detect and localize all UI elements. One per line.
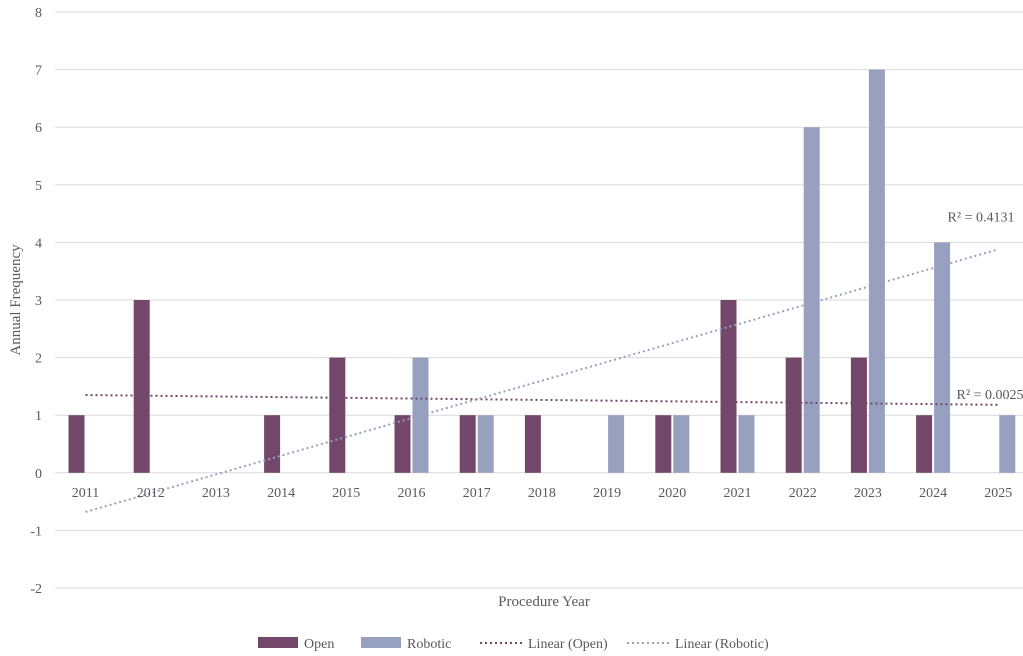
- bar-robotic-2022: [803, 127, 820, 473]
- y-tick-label: -2: [30, 582, 42, 597]
- trendline-open: [85, 394, 999, 406]
- bar-open-2012: [133, 300, 150, 473]
- y-tick-label: -1: [30, 524, 42, 539]
- bar-open-2024: [916, 415, 933, 473]
- x-tick-label: 2017: [463, 486, 491, 501]
- legend-label: Robotic: [407, 637, 451, 652]
- bar-open-2015: [329, 357, 346, 473]
- x-tick-label: 2022: [789, 486, 817, 501]
- bar-robotic-2025: [999, 415, 1016, 473]
- y-tick-label: 5: [35, 179, 42, 194]
- bar-open-2021: [720, 300, 737, 473]
- bar-robotic-2019: [608, 415, 625, 473]
- x-tick-label: 2024: [919, 486, 947, 501]
- bar-robotic-2017: [477, 415, 494, 473]
- bars: [68, 69, 1016, 473]
- bar-open-2016: [394, 415, 411, 473]
- x-tick-label: 2020: [658, 486, 686, 501]
- y-tick-label: 1: [35, 409, 42, 424]
- bar-open-2018: [524, 415, 541, 473]
- trendlines: R² = 0.0025 R² = 0.4131: [85, 211, 1023, 513]
- legend-label: Linear (Robotic): [675, 637, 769, 652]
- r2-label-open: R² = 0.0025: [957, 388, 1023, 403]
- x-tick-labels: 2011 2012 2013 2014 2015 2016 2017 2018 2019 2020…: [72, 486, 1013, 501]
- r2-label-robotic: R² = 0.4131: [948, 211, 1015, 226]
- y-tick-label: 7: [35, 64, 42, 79]
- x-tick-label: 2019: [593, 486, 621, 501]
- legend-label: Open: [304, 637, 334, 652]
- legend-swatch: [258, 637, 298, 648]
- legend: Open Robotic Linear (Open) Linear (Robotic): [258, 637, 769, 652]
- y-axis-label: Annual Frequency: [8, 244, 24, 356]
- x-axis-label: Procedure Year: [498, 594, 590, 610]
- x-tick-label: 2023: [854, 486, 882, 501]
- bar-open-2020: [655, 415, 672, 473]
- bar-robotic-2024: [934, 242, 951, 473]
- bar-robotic-2020: [673, 415, 690, 473]
- x-tick-label: 2016: [398, 486, 426, 501]
- x-tick-label: 2021: [724, 486, 752, 501]
- bar-robotic-2023: [868, 69, 885, 473]
- x-tick-label: 2012: [137, 486, 165, 501]
- x-tick-label: 2025: [984, 486, 1012, 501]
- legend-label: Linear (Open): [528, 637, 608, 652]
- y-tick-label: 2: [35, 352, 42, 367]
- y-tick-labels: -2 -1 0 1 2 3 4 5 6 7 8: [30, 6, 42, 597]
- bar-open-2011: [68, 415, 85, 473]
- y-tick-label: 8: [35, 6, 42, 21]
- bar-open-2017: [459, 415, 476, 473]
- x-tick-label: 2018: [528, 486, 556, 501]
- bar-robotic-2016: [412, 357, 429, 473]
- legend-swatch: [361, 637, 401, 648]
- trendline-robotic: [85, 248, 999, 513]
- y-tick-label: 4: [35, 236, 42, 251]
- x-tick-label: 2014: [267, 486, 295, 501]
- y-tick-label: 6: [35, 121, 42, 136]
- x-tick-label: 2015: [332, 486, 360, 501]
- y-tick-label: 0: [35, 467, 42, 482]
- bar-robotic-2021: [738, 415, 755, 473]
- x-tick-label: 2011: [72, 486, 99, 501]
- y-tick-label: 3: [35, 294, 42, 309]
- bar-open-2023: [850, 357, 867, 473]
- bar-open-2014: [264, 415, 281, 473]
- gridlines: [55, 11, 1023, 589]
- bar-open-2022: [785, 357, 802, 473]
- x-tick-label: 2013: [202, 486, 230, 501]
